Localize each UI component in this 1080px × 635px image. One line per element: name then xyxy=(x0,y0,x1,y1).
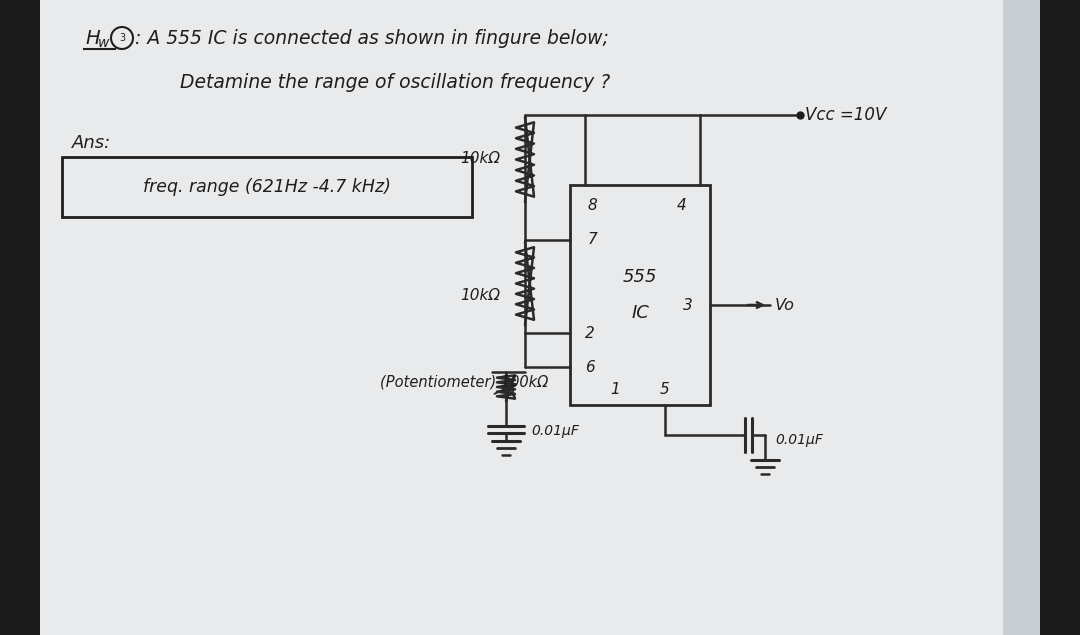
Text: 555: 555 xyxy=(623,268,658,286)
Text: 6: 6 xyxy=(585,359,595,375)
Text: (Potentiometer) 100kΩ: (Potentiometer) 100kΩ xyxy=(380,375,549,389)
Text: Vcc =10V: Vcc =10V xyxy=(805,106,887,124)
Text: 3: 3 xyxy=(119,33,125,43)
Text: Ans:: Ans: xyxy=(72,134,111,152)
Bar xyxy=(1040,0,1080,635)
Bar xyxy=(0,0,40,635)
Text: 2: 2 xyxy=(585,326,595,340)
Bar xyxy=(38,0,1003,635)
Text: Detamine the range of oscillation frequency ?: Detamine the range of oscillation freque… xyxy=(180,74,610,93)
Text: H: H xyxy=(85,29,99,48)
Text: freq. range (621Hz -4.7 kHz): freq. range (621Hz -4.7 kHz) xyxy=(143,178,391,196)
Bar xyxy=(570,185,710,405)
Text: 4: 4 xyxy=(677,197,687,213)
Text: 0.01μF: 0.01μF xyxy=(775,433,823,447)
Text: 3: 3 xyxy=(684,298,693,312)
Text: 5: 5 xyxy=(660,382,670,398)
Text: w: w xyxy=(98,36,109,50)
Text: 1: 1 xyxy=(610,382,620,398)
Text: 8: 8 xyxy=(588,197,597,213)
Text: : A 555 IC is connected as shown in fingure below;: : A 555 IC is connected as shown in fing… xyxy=(135,29,609,48)
Text: 10kΩ: 10kΩ xyxy=(460,288,500,302)
Text: Vo: Vo xyxy=(775,298,795,312)
Text: 0.01μF: 0.01μF xyxy=(531,424,579,438)
Bar xyxy=(62,157,472,217)
Text: IC: IC xyxy=(631,304,649,322)
Text: 10kΩ: 10kΩ xyxy=(460,151,500,166)
Text: 7: 7 xyxy=(588,232,597,248)
